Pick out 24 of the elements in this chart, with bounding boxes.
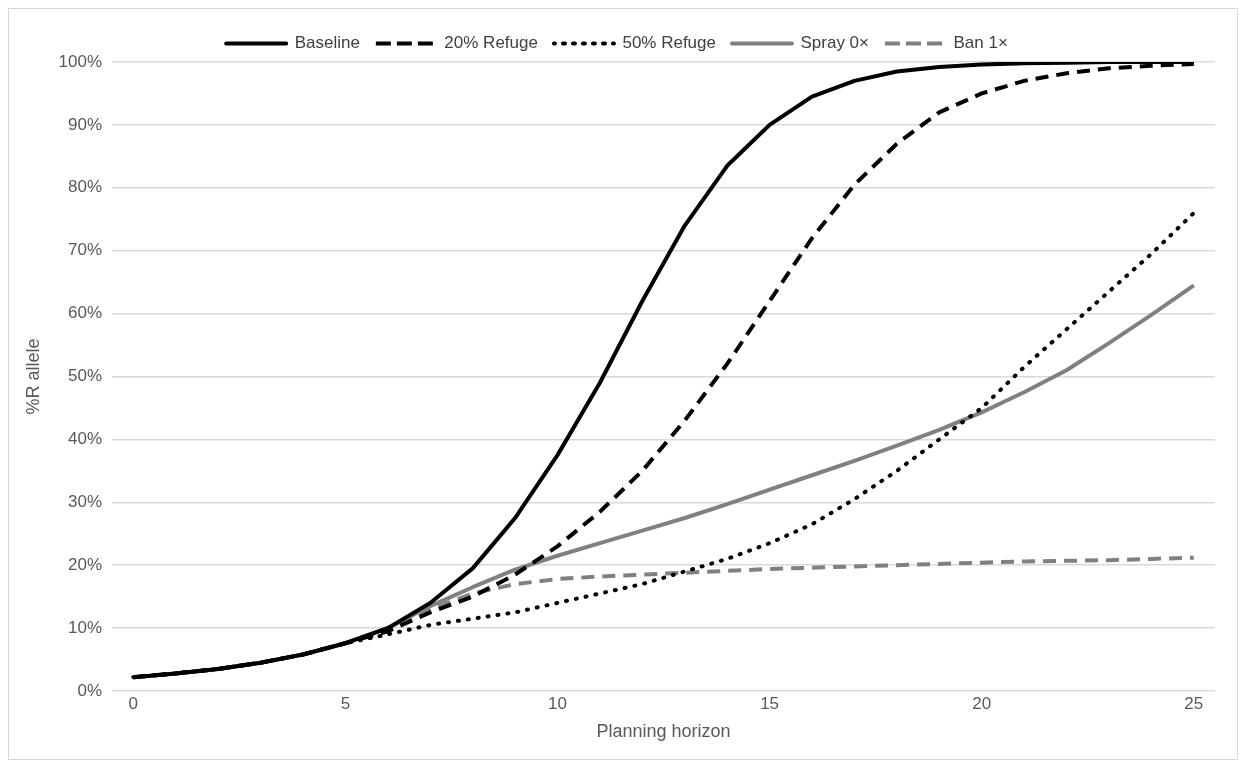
y-tick-label: 70% bbox=[68, 240, 103, 260]
y-tick-label: 30% bbox=[68, 491, 103, 511]
y-tick-label: 20% bbox=[68, 554, 103, 574]
y-tick-label: 0% bbox=[77, 680, 103, 700]
y-tick-label: 100% bbox=[58, 51, 103, 71]
x-tick-label: 20 bbox=[972, 693, 992, 713]
x-axis-title: Planning horizon bbox=[596, 721, 731, 742]
legend-label: Spray 0× bbox=[800, 33, 869, 53]
x-tick-label: 25 bbox=[1184, 693, 1204, 713]
legend-label: Ban 1× bbox=[953, 33, 1008, 53]
x-tick-label: 0 bbox=[128, 693, 139, 713]
legend-label: 50% Refuge bbox=[622, 33, 716, 53]
x-tick-label: 10 bbox=[548, 693, 567, 713]
x-tick-label: 15 bbox=[760, 693, 780, 713]
y-tick-label: 40% bbox=[68, 429, 103, 449]
y-tick-label: 90% bbox=[68, 114, 103, 134]
x-tick-label: 5 bbox=[340, 693, 351, 713]
y-tick-label: 80% bbox=[68, 177, 103, 197]
y-tick-label: 60% bbox=[68, 303, 103, 323]
y-axis-title: %R allele bbox=[22, 338, 43, 415]
legend-label: Baseline bbox=[294, 33, 360, 53]
y-tick-label: 50% bbox=[68, 366, 103, 386]
y-tick-label: 10% bbox=[68, 617, 103, 637]
legend-label: 20% Refuge bbox=[444, 33, 538, 53]
